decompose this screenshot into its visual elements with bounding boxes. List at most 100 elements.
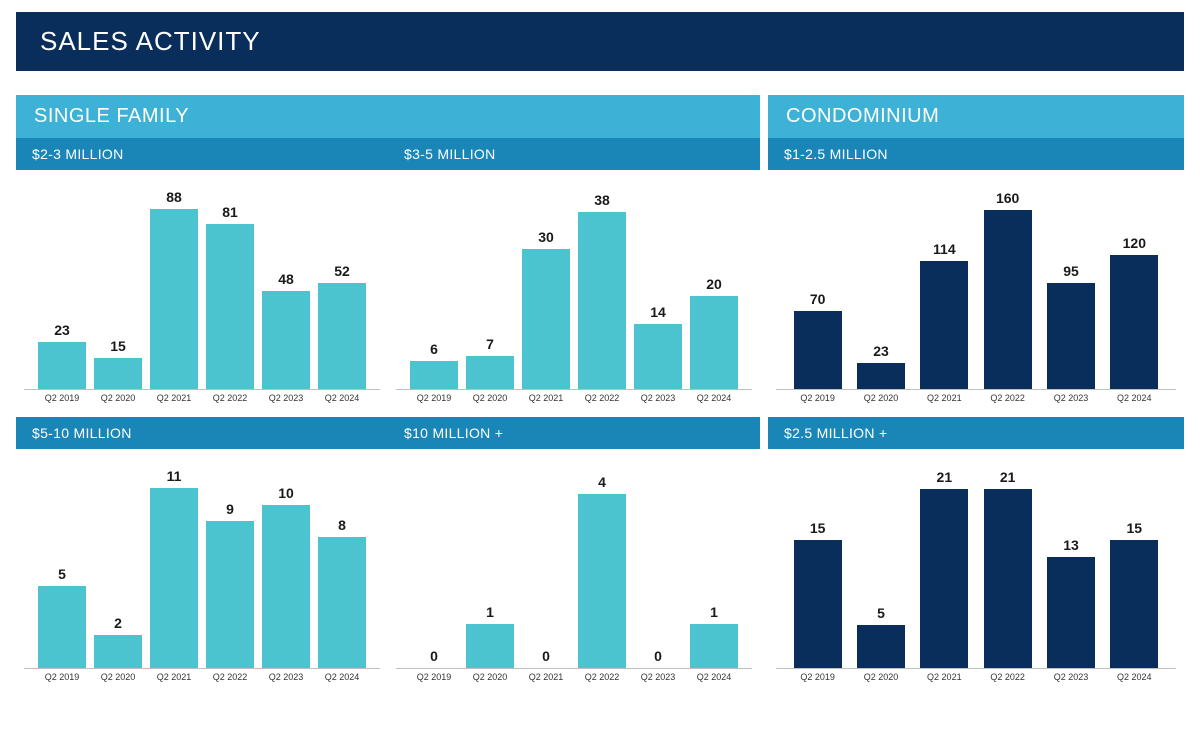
bar-wrap: 15 <box>90 182 146 389</box>
bar <box>794 311 842 389</box>
bar-value-label: 114 <box>933 241 956 257</box>
bar <box>262 505 310 668</box>
bar <box>1110 255 1158 389</box>
bar <box>38 342 86 389</box>
x-tick: Q2 2022 <box>976 393 1039 403</box>
bar-wrap: 10 <box>258 461 314 668</box>
x-tick: Q2 2021 <box>518 393 574 403</box>
x-tick: Q2 2024 <box>686 393 742 403</box>
bar-wrap: 14 <box>630 182 686 389</box>
x-tick: Q2 2023 <box>1039 393 1102 403</box>
x-tick: Q2 2023 <box>630 393 686 403</box>
x-tick: Q2 2019 <box>34 393 90 403</box>
bar-value-label: 4 <box>598 474 606 490</box>
chart-condo-2.5m-plus: $2.5 MILLION + 15521211315 Q2 2019Q2 202… <box>768 417 1184 682</box>
bar-wrap: 7 <box>462 182 518 389</box>
bar-value-label: 5 <box>877 605 885 621</box>
bar <box>94 635 142 668</box>
bar <box>794 540 842 668</box>
x-tick: Q2 2024 <box>1103 672 1166 682</box>
bar-wrap: 4 <box>574 461 630 668</box>
x-tick: Q2 2020 <box>90 393 146 403</box>
x-tick: Q2 2023 <box>630 672 686 682</box>
bar-wrap: 38 <box>574 182 630 389</box>
bar <box>1047 283 1095 389</box>
bar-value-label: 10 <box>278 485 294 501</box>
bar-value-label: 7 <box>486 336 494 352</box>
x-tick: Q2 2019 <box>786 393 849 403</box>
bar-wrap: 5 <box>34 461 90 668</box>
chart-condo-1-2.5m: $1-2.5 MILLION 702311416095120 Q2 2019Q2… <box>768 138 1184 403</box>
bar-wrap: 160 <box>976 182 1039 389</box>
x-tick: Q2 2024 <box>1103 393 1166 403</box>
page-title: SALES ACTIVITY <box>16 12 1184 71</box>
x-tick: Q2 2023 <box>1039 672 1102 682</box>
bar-value-label: 0 <box>542 648 550 664</box>
x-tick: Q2 2023 <box>258 672 314 682</box>
bar-wrap: 88 <box>146 182 202 389</box>
x-tick: Q2 2019 <box>406 672 462 682</box>
chart-area: 231588814852 <box>24 170 380 390</box>
bar-wrap: 8 <box>314 461 370 668</box>
x-tick: Q2 2021 <box>146 672 202 682</box>
bar <box>466 624 514 668</box>
chart-sf-2-3m: $2-3 MILLION 231588814852 Q2 2019Q2 2020… <box>16 138 388 403</box>
bar-value-label: 1 <box>486 604 494 620</box>
bar <box>690 624 738 668</box>
bar-value-label: 30 <box>538 229 554 245</box>
bar <box>1047 557 1095 668</box>
bar <box>920 261 968 389</box>
bar-value-label: 52 <box>334 263 350 279</box>
bar-value-label: 14 <box>650 304 666 320</box>
x-tick: Q2 2022 <box>202 393 258 403</box>
bar-value-label: 21 <box>1000 469 1016 485</box>
bar-value-label: 2 <box>114 615 122 631</box>
bar-wrap: 1 <box>462 461 518 668</box>
bar-wrap: 21 <box>976 461 1039 668</box>
range-header: $2-3 MILLION <box>16 138 388 170</box>
bar-wrap: 2 <box>90 461 146 668</box>
x-tick: Q2 2024 <box>314 393 370 403</box>
bar-value-label: 20 <box>706 276 722 292</box>
bar <box>634 324 682 389</box>
bar <box>857 625 905 668</box>
bar-value-label: 70 <box>810 291 826 307</box>
bar-value-label: 23 <box>54 322 70 338</box>
bar-value-label: 15 <box>1127 520 1143 536</box>
bar-value-label: 15 <box>110 338 126 354</box>
range-header: $2.5 MILLION + <box>768 417 1184 449</box>
bar-value-label: 160 <box>996 190 1019 206</box>
bar-wrap: 20 <box>686 182 742 389</box>
x-tick: Q2 2019 <box>786 672 849 682</box>
x-tick: Q2 2019 <box>34 672 90 682</box>
bar-value-label: 11 <box>167 468 182 484</box>
bar-wrap: 52 <box>314 182 370 389</box>
x-axis: Q2 2019Q2 2020Q2 2021Q2 2022Q2 2023Q2 20… <box>776 393 1176 403</box>
bar-wrap: 21 <box>913 461 976 668</box>
bar <box>150 488 198 668</box>
bar-value-label: 6 <box>430 341 438 357</box>
bar-wrap: 23 <box>34 182 90 389</box>
chart-rows: $2-3 MILLION 231588814852 Q2 2019Q2 2020… <box>16 138 1184 682</box>
range-header: $3-5 MILLION <box>388 138 760 170</box>
x-tick: Q2 2020 <box>90 672 146 682</box>
range-header: $1-2.5 MILLION <box>768 138 1184 170</box>
chart-sf-3-5m: $3-5 MILLION 6730381420 Q2 2019Q2 2020Q2… <box>388 138 760 403</box>
bar <box>690 296 738 389</box>
bar-value-label: 15 <box>810 520 826 536</box>
range-header: $10 MILLION + <box>388 417 760 449</box>
x-axis: Q2 2019Q2 2020Q2 2021Q2 2022Q2 2023Q2 20… <box>776 672 1176 682</box>
x-tick: Q2 2021 <box>146 393 202 403</box>
x-tick: Q2 2020 <box>849 393 912 403</box>
chart-sf-5-10m: $5-10 MILLION 52119108 Q2 2019Q2 2020Q2 … <box>16 417 388 682</box>
bar <box>318 283 366 389</box>
bar-wrap: 9 <box>202 461 258 668</box>
x-axis: Q2 2019Q2 2020Q2 2021Q2 2022Q2 2023Q2 20… <box>396 672 752 682</box>
chart-area: 010401 <box>396 449 752 669</box>
bar <box>38 586 86 668</box>
bar-value-label: 23 <box>873 343 889 359</box>
bar-value-label: 1 <box>710 604 718 620</box>
bar-wrap: 30 <box>518 182 574 389</box>
bar-wrap: 6 <box>406 182 462 389</box>
bar-wrap: 95 <box>1039 182 1102 389</box>
